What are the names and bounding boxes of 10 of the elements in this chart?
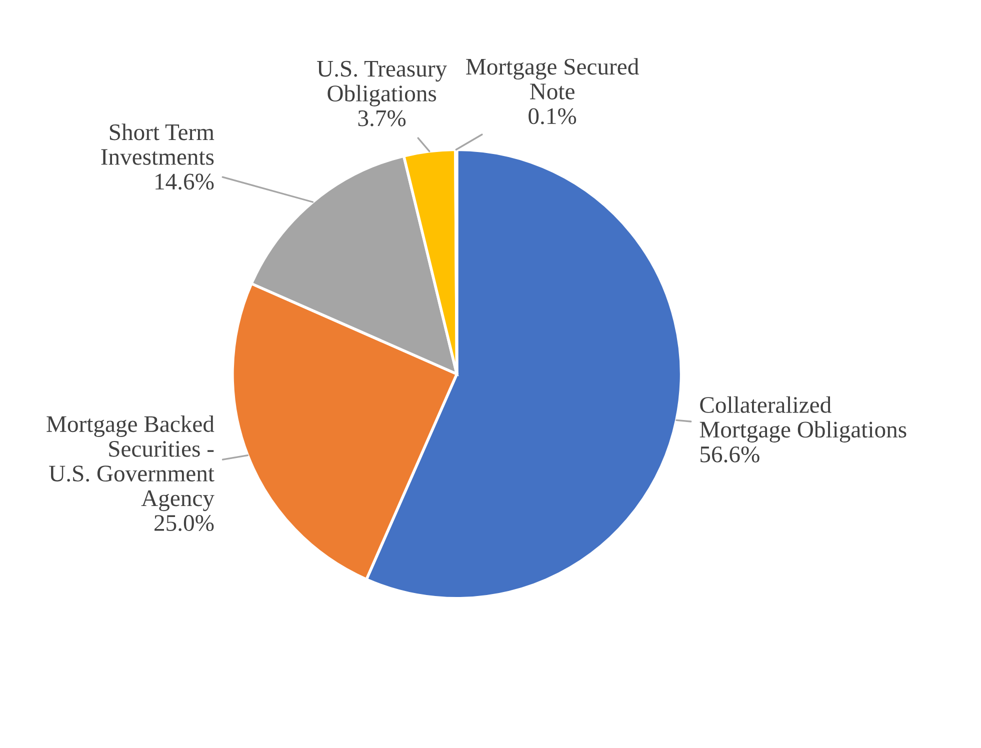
data-label: 3.7% (358, 110, 406, 126)
slice-label: Short Term Investments (101, 124, 214, 165)
data-label: 25.0% (154, 515, 214, 532)
slice-label: U.S. Treasury Obligations (317, 60, 447, 106)
slice-label: Collateralized Mortgage Obligations (700, 396, 906, 442)
slice-label: Mortgage Backed Securities - U.S. Government Agency (46, 415, 214, 512)
data-label: 56.6% (700, 446, 760, 462)
data-label: 0.1% (528, 108, 576, 124)
data-label: 14.6% (156, 174, 214, 190)
slice-label: Mortgage Secured Note (466, 58, 639, 100)
